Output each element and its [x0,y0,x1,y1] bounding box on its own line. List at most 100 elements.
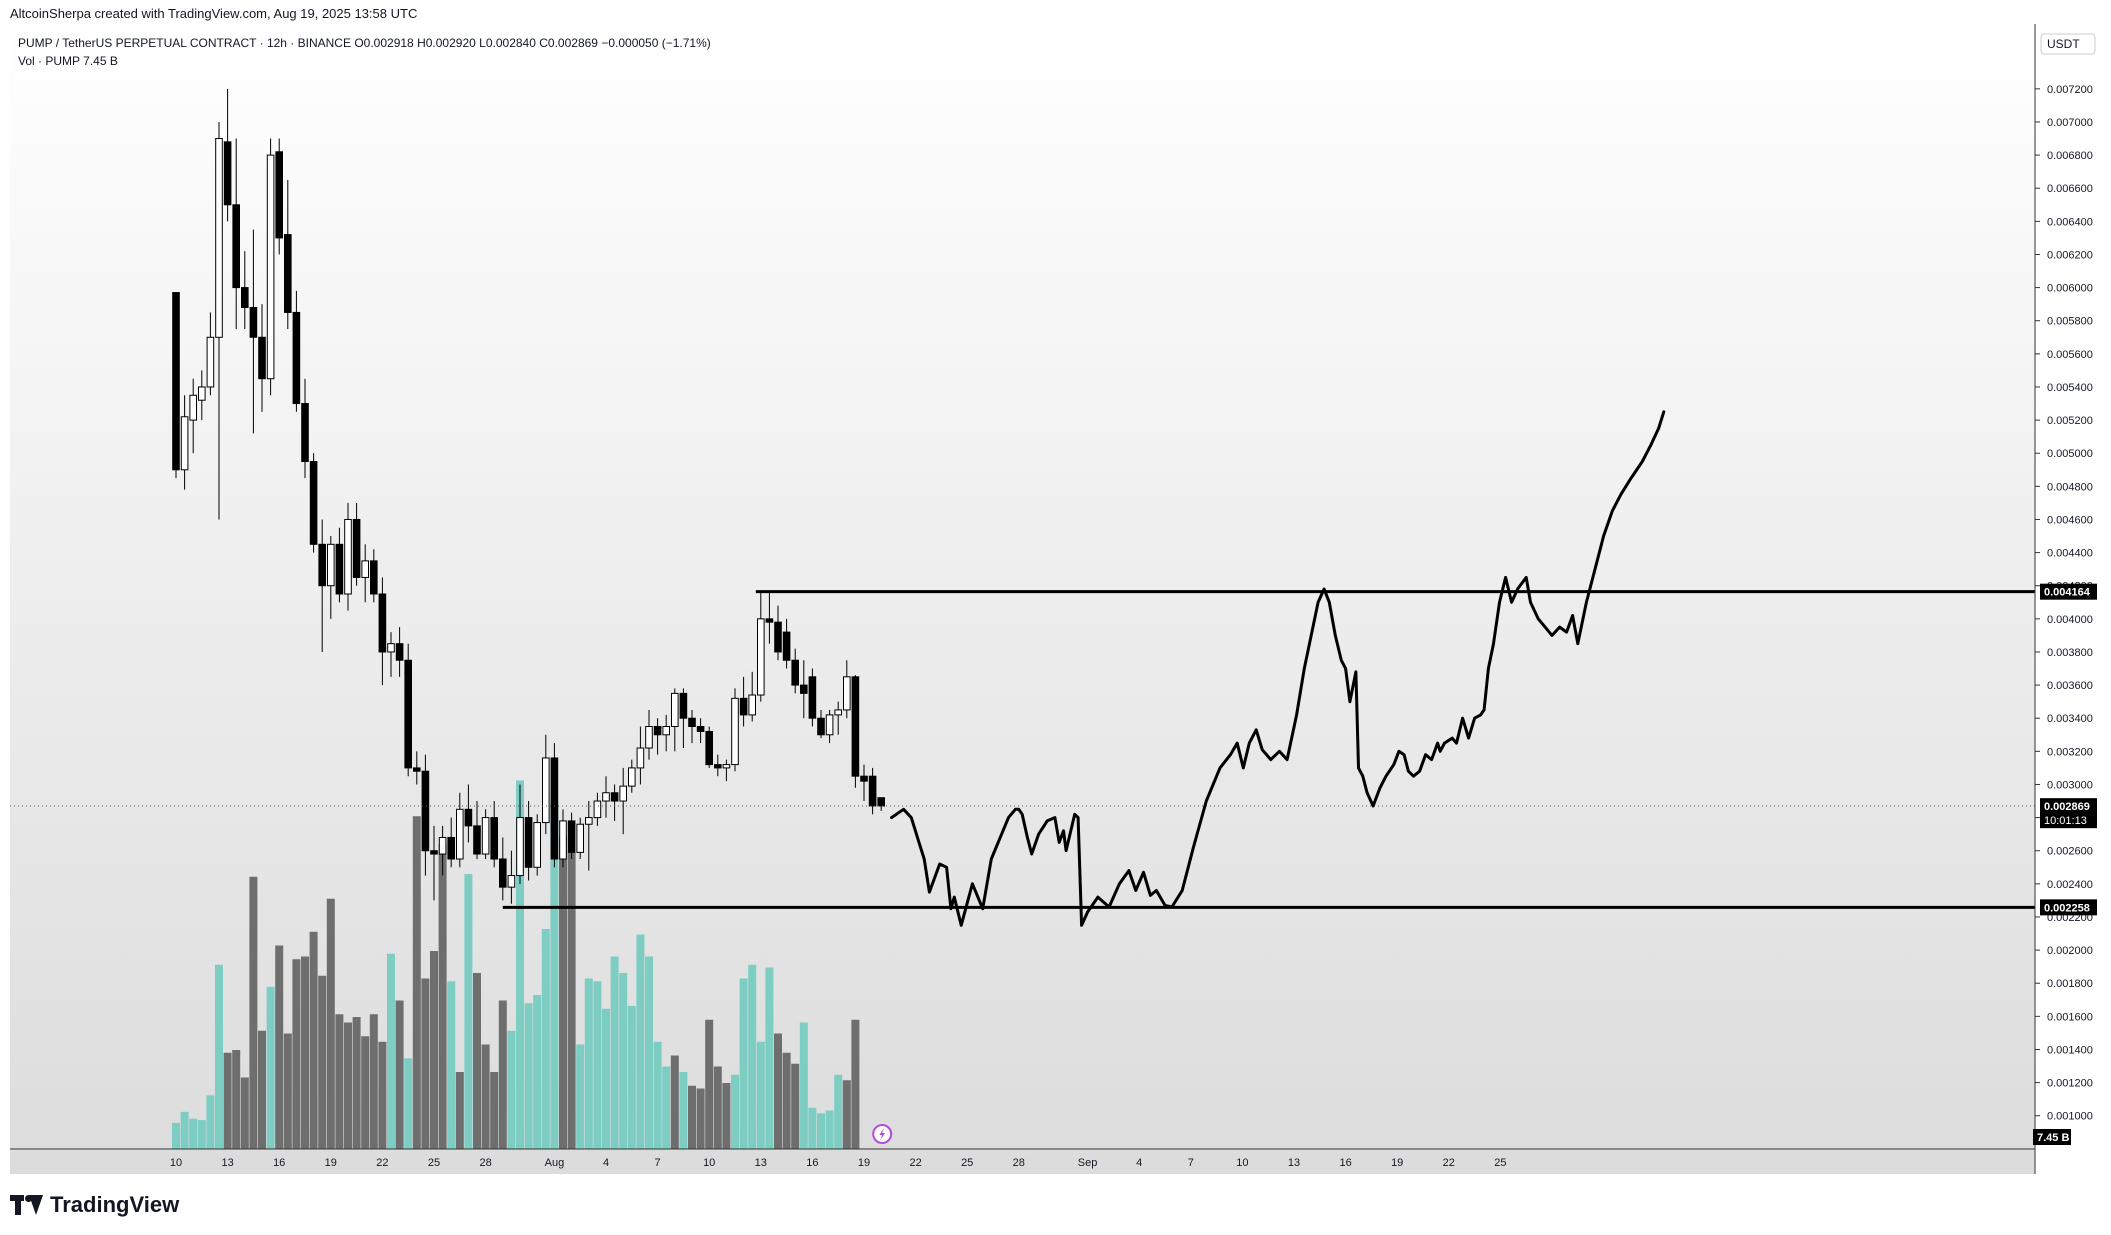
volume-bar [344,1022,352,1149]
candle [481,809,490,859]
y-tick-label: 0.002600 [2047,846,2093,858]
y-tick-label: 0.001400 [2047,1044,2093,1056]
volume-bar [533,995,542,1149]
candle [284,179,292,329]
volume-bar [404,1058,413,1149]
candle [800,660,808,719]
candle-body [284,234,292,313]
volume-bar [378,1041,387,1149]
y-tick-label: 0.002000 [2047,945,2093,957]
candle-body [550,757,559,860]
volume-bar [774,1033,782,1149]
volume-bar [799,1022,808,1149]
candle-body [352,518,361,578]
volume-bar [722,1083,731,1149]
candle-body [335,543,344,595]
candle [593,792,602,826]
y-tick-label: 0.005800 [2047,316,2093,328]
x-tick-label: 22 [1443,1157,1455,1169]
x-tick-label: 7 [655,1157,661,1169]
candle [739,676,748,727]
candle [722,759,731,782]
price-chart[interactable]: USDT 0.007200 0.007000 0.006800 0.006600 0.00… [10,24,2100,1174]
high-value: 0.002920 [425,36,476,50]
candle-body [421,770,430,852]
volume-bar [541,929,550,1149]
volume-bar [464,874,473,1149]
candle-body [653,726,662,736]
candle-body [438,836,447,855]
candle-body [327,543,335,587]
candle-body [481,817,490,855]
candle-layer [172,88,886,904]
candle [352,502,361,586]
y-tick-label: 0.001000 [2047,1111,2093,1123]
candle-body [180,416,189,471]
candle [430,825,438,901]
volume-bar [516,780,524,1149]
x-tick-label: 7 [1188,1157,1194,1169]
candle [843,660,851,719]
candle-body [387,643,395,653]
candle-body [559,820,567,860]
volume-bar [455,1072,464,1149]
x-tick-label: 22 [376,1157,388,1169]
volume-bar [361,1036,370,1149]
x-tick-label: 13 [755,1157,767,1169]
volume-bar [610,956,619,1149]
y-axis: USDT 0.007200 0.007000 0.006800 0.006600 0.00… [2033,24,2097,1174]
y-tick-label: 0.006800 [2047,150,2093,162]
volume-bar [490,1072,499,1149]
candle [206,312,215,396]
y-tick-label: 0.004800 [2047,481,2093,493]
countdown-label: 10:01:13 [2044,815,2087,827]
candle-body [215,138,223,338]
x-tick-label: 25 [1494,1157,1506,1169]
volume-bar [739,978,748,1149]
candle [791,648,800,694]
candle-body [705,730,714,766]
candle [731,688,739,772]
volume-bar [352,1017,361,1149]
volume-bar [679,1072,688,1149]
volume-bar [713,1066,722,1149]
y-tick-label: 0.004600 [2047,514,2093,526]
candle [550,743,559,868]
volume-bar [507,1030,516,1149]
candle [636,726,645,785]
price-label: 0.002258 [2044,902,2090,914]
volume-bar [627,1006,636,1149]
candle [335,527,344,603]
candle [387,632,395,677]
candle [868,767,877,815]
volume-label[interactable]: Vol · PUMP [18,54,80,68]
x-tick-label: 10 [703,1157,715,1169]
candle [421,754,430,876]
header-attribution: AltcoinSherpa created with TradingView.c… [10,6,418,21]
volume-bar [524,1003,533,1149]
candle-body [714,764,722,769]
candle [825,709,834,744]
volume-bar [395,1000,404,1149]
candle-body [473,825,481,855]
candle [438,825,447,876]
candle [499,837,507,901]
candle [619,767,628,835]
candle-body [585,817,593,825]
symbol-legend: PUMP / TetherUS PERPETUAL CONTRACT · 12h… [18,34,711,70]
candle-body [731,697,739,766]
symbol-title[interactable]: PUMP / TetherUS PERPETUAL CONTRACT · 12h… [18,36,351,50]
chart-frame[interactable]: USDT 0.007200 0.007000 0.006800 0.006600 0.00… [10,24,2100,1174]
candle [370,549,378,603]
candle [507,850,516,904]
x-tick-label: 13 [1288,1157,1300,1169]
volume-bar [498,1000,507,1149]
volume-bar [326,898,335,1149]
footer: TradingView [10,1190,179,1220]
candle-body [748,694,757,716]
candle [275,138,283,255]
candle-body [524,817,533,868]
x-tick-label: 16 [273,1157,285,1169]
volume-bar [215,964,223,1149]
y-tick-label: 0.007200 [2047,84,2093,96]
